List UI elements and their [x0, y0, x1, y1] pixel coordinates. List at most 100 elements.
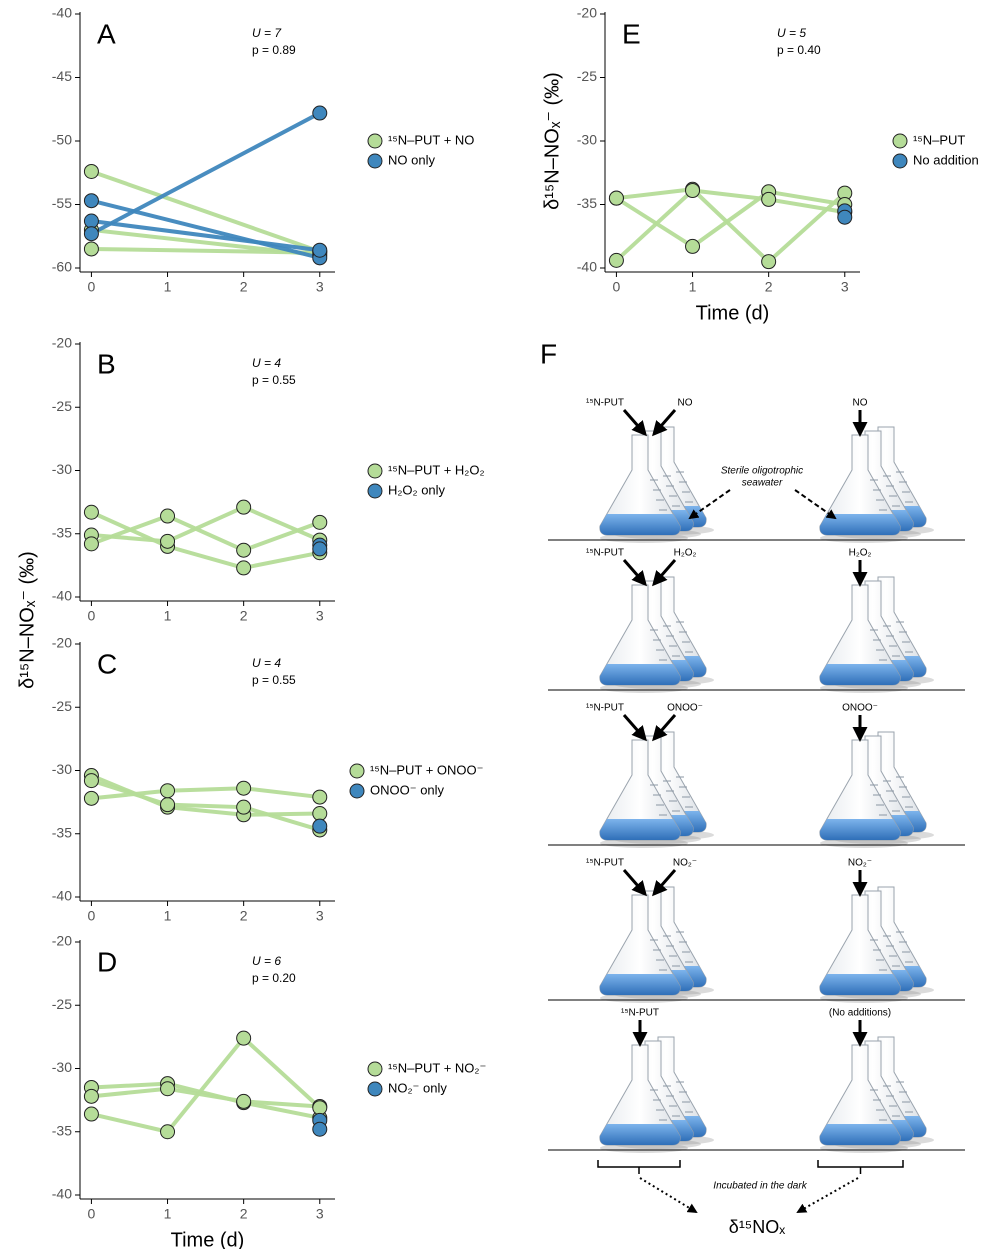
y-tick-label: -35: [52, 824, 72, 840]
bracket: [817, 1160, 904, 1174]
reagent-label: ONOO⁻: [667, 703, 703, 714]
data-point: [236, 1093, 252, 1109]
stat-annotation: U = 7: [252, 26, 282, 40]
panel-label: D: [97, 946, 117, 977]
x-tick-label: 1: [164, 908, 172, 924]
data-point: [312, 105, 328, 121]
legend-label: ONOO⁻ only: [370, 782, 445, 797]
arrow: [794, 489, 837, 520]
y-tick-label: -50: [52, 132, 72, 148]
stat-annotation: p = 0.55: [252, 373, 296, 387]
reagent-label: (No additions): [829, 1008, 891, 1019]
arrow: [652, 714, 677, 742]
y-tick-label: -40: [52, 588, 72, 604]
replicate-line: [614, 188, 847, 263]
y-tick-label: -25: [52, 996, 72, 1012]
y-tick-label: -55: [52, 195, 72, 211]
data-point: [685, 238, 701, 254]
reagent-label: ¹⁵N-PUT: [621, 1008, 659, 1019]
flask-water: [819, 1124, 901, 1145]
data-point: [160, 783, 176, 799]
arrow: [796, 1177, 859, 1213]
panel-label: E: [622, 18, 641, 49]
reagent-label: H₂O₂: [674, 548, 697, 559]
y-axis-label: δ¹⁵N–NOₓ⁻ (‰): [541, 72, 563, 210]
stat-annotation: U = 4: [252, 356, 281, 370]
stat-annotation: p = 0.89: [252, 43, 296, 57]
data-point: [83, 213, 99, 229]
y-tick-label: -20: [577, 5, 597, 21]
data-point: [236, 560, 252, 576]
replicate-line: [89, 1035, 322, 1134]
x-tick-label: 0: [88, 279, 96, 295]
data-point: [160, 797, 176, 813]
panel-label: B: [97, 348, 116, 379]
x-axis-label: Time (d): [696, 302, 770, 324]
reagent-label: NO: [853, 398, 868, 409]
data-point: [83, 536, 99, 552]
flask-water: [819, 819, 901, 840]
flask-water: [599, 664, 681, 685]
y-tick-label: -40: [577, 259, 597, 275]
stat-annotation: U = 6: [252, 954, 281, 968]
reagent-label: ¹⁵N-PUT: [586, 858, 624, 869]
x-tick-label: 2: [240, 908, 248, 924]
y-tick-label: -35: [52, 524, 72, 540]
data-point: [83, 504, 99, 520]
replicate-line: [614, 187, 847, 265]
data-point: [312, 818, 328, 834]
y-tick-label: -35: [577, 195, 597, 211]
data-point: [236, 542, 252, 558]
legend-label: ¹⁵N–PUT + H₂O₂: [388, 462, 485, 477]
legend-label: ¹⁵N–PUT: [913, 132, 965, 147]
replicate-line: [89, 219, 322, 253]
arrow: [622, 409, 647, 437]
data-point: [236, 799, 252, 815]
reagent-label: H₂O₂: [849, 548, 872, 559]
data-point: [83, 1088, 99, 1104]
data-point: [160, 533, 176, 549]
flask-water: [599, 1124, 681, 1145]
replicate-line: [89, 504, 322, 544]
data-point: [83, 226, 99, 242]
arrow: [622, 714, 647, 742]
replicate-line: [614, 189, 847, 249]
reagent-label: NO₂⁻: [848, 858, 872, 869]
stat-annotation: p = 0.20: [252, 971, 296, 985]
y-tick-label: -40: [52, 5, 72, 21]
legend-label: NO₂⁻ only: [388, 1080, 447, 1095]
data-point: [236, 1030, 252, 1046]
reagent-label: ONOO⁻: [842, 703, 878, 714]
x-tick-label: 0: [88, 608, 96, 624]
stat-annotation: p = 0.40: [777, 43, 821, 57]
arrow: [622, 869, 647, 897]
replicate-line: [89, 111, 322, 236]
y-tick-label: -40: [52, 888, 72, 904]
legend-swatch: [367, 153, 383, 169]
y-tick-label: -30: [52, 761, 72, 777]
legend-swatch: [892, 133, 908, 149]
data-point: [608, 190, 624, 206]
data-point: [312, 1121, 328, 1137]
flask-water: [599, 514, 681, 535]
data-point: [83, 1106, 99, 1122]
legend-label: ¹⁵N–PUT + NO₂⁻: [388, 1060, 486, 1075]
y-tick-label: -35: [52, 1122, 72, 1138]
legend-swatch: [349, 763, 365, 779]
data-point: [312, 242, 328, 258]
data-point: [608, 252, 624, 268]
data-point: [83, 193, 99, 209]
x-tick-label: 1: [164, 1206, 172, 1222]
replicate-line: [89, 198, 322, 260]
data-point: [236, 780, 252, 796]
x-tick-label: 0: [88, 1206, 96, 1222]
medium-label: Sterile oligotrophic: [721, 466, 803, 477]
y-tick-label: -30: [577, 132, 597, 148]
arrow: [652, 559, 677, 587]
data-point: [761, 191, 777, 207]
y-axis-label: δ¹⁵N–NOₓ⁻ (‰): [16, 551, 38, 689]
reagent-label: ¹⁵N-PUT: [586, 703, 624, 714]
replicate-line: [89, 1086, 322, 1109]
replicate-line: [89, 786, 322, 801]
x-tick-label: 2: [240, 608, 248, 624]
